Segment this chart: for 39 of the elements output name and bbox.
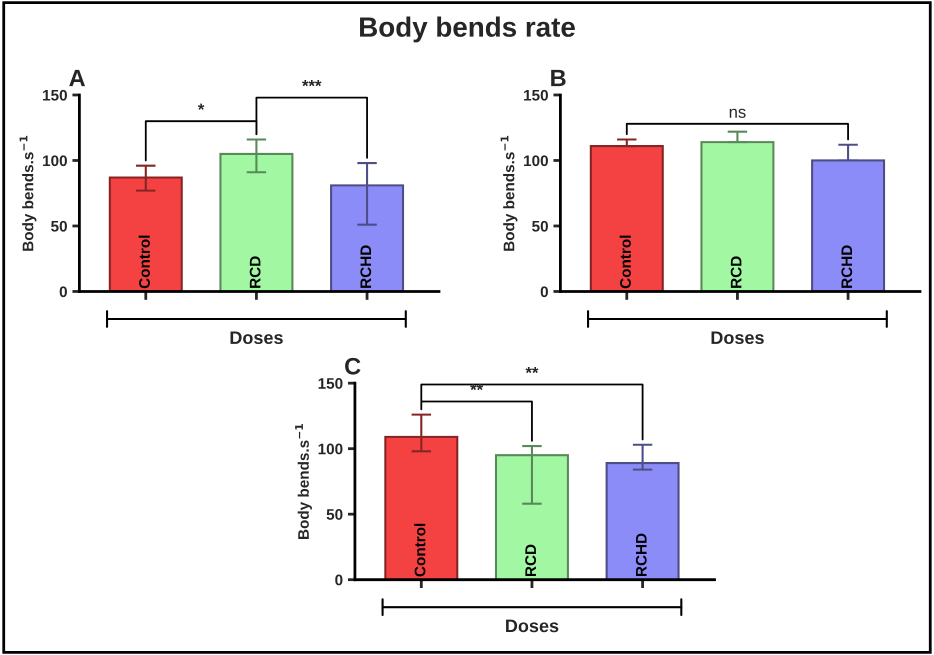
y-tick-label: 150 [318,378,342,389]
y-tick-label: 100 [524,155,548,166]
text: C [345,358,361,375]
x-axis-title: Doses [712,331,764,344]
text: B [551,70,566,86]
annotation: ** [470,384,484,390]
y-tick-label: 0 [335,574,342,586]
bar [700,141,774,292]
annotation: ns [730,108,746,118]
x-tick-label: Control [414,524,426,576]
x-tick-label: RCHD [841,245,852,288]
chart-title: Body bends rate [360,16,575,42]
y-axis-title: Body bends.s$^{−1}$ [20,136,36,251]
x-axis-title: Doses [230,331,283,344]
bar [811,159,886,292]
annotation: * [198,104,204,110]
y-tick-label: 150 [43,90,67,101]
bar [590,145,664,292]
y-tick-label: 0 [540,286,548,298]
y-tick-label: 50 [51,220,67,232]
text: A [69,70,86,86]
y-axis-title: Body bends.s$^{−1}$ [500,136,518,251]
x-tick-label: RCD [730,256,742,288]
x-tick-label: RCD [250,256,261,288]
x-tick-label: RCHD [636,534,647,576]
x-tick-label: RCHD [360,245,372,288]
y-tick-label: 0 [60,286,67,298]
y-tick-label: 50 [532,220,548,232]
y-axis-title: Body bends.s$^{−1}$ [295,424,312,539]
y-tick-label: 150 [524,90,548,101]
text: *** [302,80,322,86]
x-axis-title: Doses [506,620,558,632]
x-tick-label: Control [138,236,150,288]
y-tick-label: 50 [326,509,342,520]
y-tick-label: 100 [43,155,67,166]
text: ** [526,366,538,374]
x-tick-label: RCD [525,544,536,576]
y-tick-label: 100 [318,444,342,454]
x-tick-label: Control [620,236,631,288]
